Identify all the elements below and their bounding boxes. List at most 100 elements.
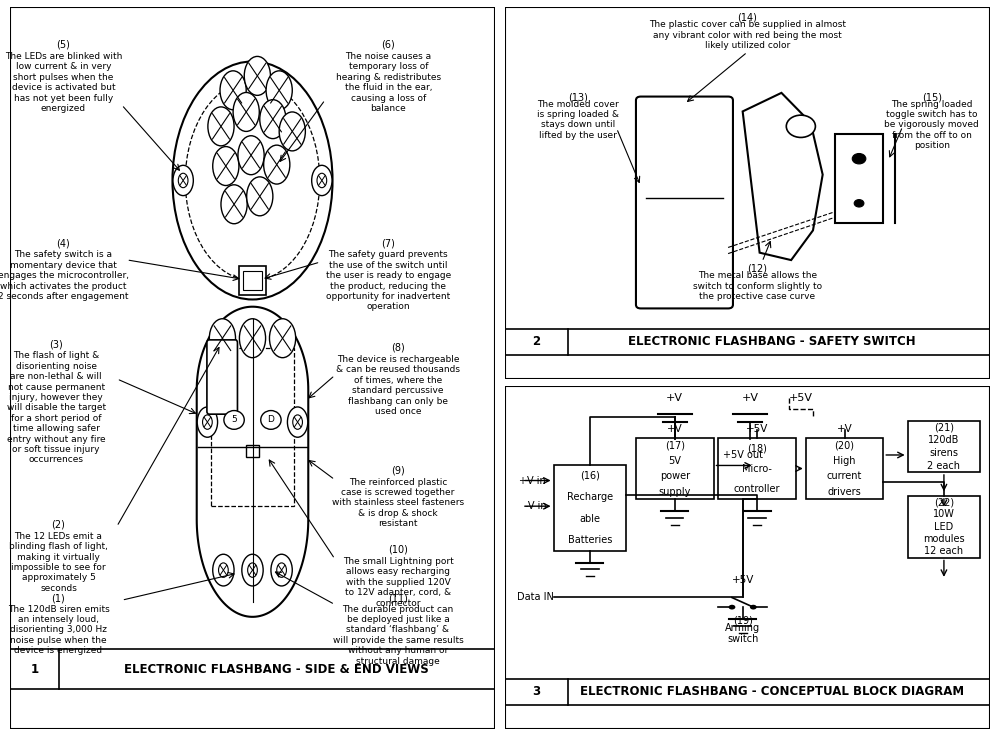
Circle shape [173, 166, 193, 196]
Circle shape [244, 57, 270, 96]
Circle shape [279, 112, 305, 151]
Text: controller: controller [734, 484, 780, 494]
Circle shape [266, 71, 292, 110]
Circle shape [213, 554, 234, 586]
Text: 5: 5 [231, 415, 237, 425]
Text: (8): (8) [391, 343, 405, 353]
Text: (21): (21) [934, 422, 954, 432]
Text: (1): (1) [52, 593, 65, 603]
Bar [636, 438, 714, 499]
Circle shape [854, 199, 864, 207]
Text: (3): (3) [49, 339, 63, 349]
Circle shape [238, 135, 264, 174]
Text: The molded cover
is spring loaded &
stays down until
lifted by the user: The molded cover is spring loaded & stay… [537, 99, 619, 140]
Text: (20): (20) [834, 440, 854, 450]
Circle shape [220, 71, 246, 110]
Text: (16): (16) [580, 471, 600, 481]
Text: +V: +V [667, 424, 683, 434]
Text: +V: +V [837, 424, 852, 434]
Text: The 12 LEDs emit a
blinding flash of light,
making it virtually
impossible to se: The 12 LEDs emit a blinding flash of lig… [9, 531, 108, 592]
Bar [239, 266, 266, 295]
Text: Arming
switch: Arming switch [725, 623, 760, 644]
Text: (7): (7) [381, 238, 395, 248]
Bar [908, 420, 980, 472]
FancyBboxPatch shape [207, 340, 237, 414]
Text: 2 each: 2 each [927, 461, 960, 470]
Text: The small Lightning port
allows easy recharging
with the supplied 120V
to 12V ad: The small Lightning port allows easy rec… [343, 557, 453, 608]
Text: The spring loaded
toggle switch has to
be vigorously moved
from the off to on
po: The spring loaded toggle switch has to b… [884, 99, 979, 150]
Text: Data IN: Data IN [517, 592, 554, 602]
Circle shape [786, 115, 815, 138]
Text: +5V: +5V [789, 393, 813, 403]
Circle shape [172, 62, 333, 300]
Text: drivers: drivers [828, 486, 861, 497]
Text: (11): (11) [388, 593, 408, 603]
Text: 3: 3 [532, 685, 541, 698]
Text: (17): (17) [665, 440, 685, 450]
Text: modules: modules [923, 534, 965, 544]
Bar [243, 272, 262, 290]
Text: The 120dB siren emits
an intensely loud,
disorienting 3,000 Hz
noise pulse when : The 120dB siren emits an intensely loud,… [8, 604, 109, 655]
Text: +5V out: +5V out [723, 450, 763, 460]
Circle shape [208, 107, 234, 146]
Circle shape [312, 166, 332, 196]
Text: +V: +V [741, 393, 758, 403]
Bar [908, 496, 980, 558]
Circle shape [269, 319, 296, 358]
Text: 12 each: 12 each [924, 546, 963, 556]
Text: 5V: 5V [668, 456, 681, 466]
Circle shape [221, 185, 247, 224]
Text: ELECTRONIC FLASHBANG - SIDE & END VIEWS: ELECTRONIC FLASHBANG - SIDE & END VIEWS [124, 662, 429, 676]
Circle shape [213, 146, 239, 185]
Circle shape [239, 319, 266, 358]
Text: Micro-: Micro- [742, 464, 772, 473]
Text: current: current [827, 471, 862, 481]
Text: (22): (22) [934, 497, 954, 507]
Text: D: D [267, 415, 274, 425]
Text: The metal base allows the
switch to conform slightly to
the protective case curv: The metal base allows the switch to conf… [693, 272, 822, 301]
Text: (14): (14) [738, 13, 757, 23]
Text: The LEDs are blinked with
low current & in very
short pulses when the
device is : The LEDs are blinked with low current & … [5, 52, 122, 113]
Text: +5V: +5V [746, 424, 768, 434]
Circle shape [271, 554, 292, 586]
Text: ELECTRONIC FLASHBANG - SAFETY SWITCH: ELECTRONIC FLASHBANG - SAFETY SWITCH [628, 336, 916, 348]
Text: (9): (9) [391, 465, 405, 475]
Text: 1: 1 [30, 662, 38, 676]
Text: The safety switch is a
momentary device that
engages the microcontroller,
which : The safety switch is a momentary device … [0, 250, 129, 301]
Text: supply: supply [659, 486, 691, 497]
Polygon shape [743, 93, 823, 260]
Text: High: High [833, 456, 856, 466]
Text: Batteries: Batteries [568, 535, 612, 545]
Text: 10W: 10W [933, 509, 955, 520]
Circle shape [209, 319, 236, 358]
Text: +5V: +5V [731, 575, 754, 585]
Circle shape [750, 605, 757, 609]
Text: (4): (4) [56, 238, 70, 248]
Circle shape [287, 407, 308, 437]
Text: The noise causes a
temporary loss of
hearing & redistributes
the fluid in the ea: The noise causes a temporary loss of hea… [336, 52, 441, 113]
Text: (10): (10) [388, 545, 408, 555]
Text: The safety guard prevents
the use of the switch until
the user is ready to engag: The safety guard prevents the use of the… [326, 250, 451, 311]
Bar [835, 134, 883, 223]
Circle shape [260, 99, 286, 138]
Text: (2): (2) [52, 520, 65, 529]
Text: ELECTRONIC FLASHBANG - CONCEPTUAL BLOCK DIAGRAM: ELECTRONIC FLASHBANG - CONCEPTUAL BLOCK … [580, 685, 964, 698]
Text: +V in: +V in [519, 475, 546, 486]
Circle shape [264, 145, 290, 184]
Text: (5): (5) [56, 40, 70, 50]
Text: sirens: sirens [929, 447, 958, 458]
Text: (15): (15) [922, 93, 942, 103]
Text: 2: 2 [532, 336, 541, 348]
Text: (6): (6) [381, 40, 395, 50]
Text: (12): (12) [747, 263, 767, 274]
Bar [718, 438, 796, 499]
Text: LED: LED [934, 522, 954, 531]
Circle shape [197, 407, 218, 437]
Text: (18): (18) [747, 443, 767, 453]
Text: -V in: -V in [525, 501, 546, 512]
Polygon shape [197, 307, 308, 617]
Text: Recharge: Recharge [567, 492, 613, 502]
Text: The plastic cover can be supplied in almost
any vibrant color with red being the: The plastic cover can be supplied in alm… [649, 21, 846, 50]
Text: The flash of light &
disorienting noise
are non-lethal & will
not cause permanen: The flash of light & disorienting noise … [7, 351, 106, 464]
Ellipse shape [261, 411, 281, 429]
